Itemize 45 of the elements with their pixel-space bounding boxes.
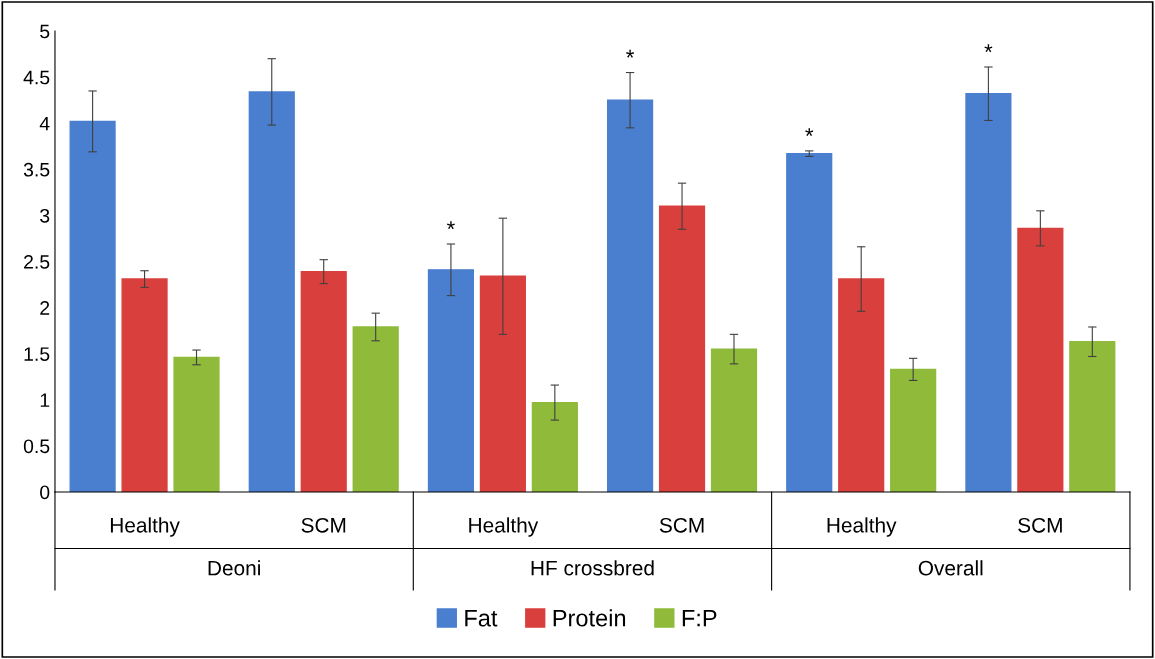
bar	[786, 152, 833, 493]
bar	[658, 205, 706, 493]
y-tick-label: 3.5	[23, 162, 50, 177]
x-tick-label: SCM	[659, 517, 704, 533]
bar	[352, 326, 399, 493]
bar	[1017, 227, 1064, 493]
bar	[173, 356, 220, 493]
bar	[838, 278, 885, 493]
x-tick-label: SCM	[1018, 517, 1062, 533]
data-label: *	[626, 49, 635, 58]
y-tick-label: 0	[40, 485, 50, 500]
bar	[606, 99, 654, 493]
legend-label: Protein	[553, 609, 626, 627]
y-tick-label: 1	[40, 393, 50, 407]
y-tick-label: 1.5	[24, 347, 50, 361]
x-tick-label: Healthy	[110, 517, 180, 537]
y-tick-label: 2	[40, 301, 50, 315]
text: Overall	[918, 560, 983, 576]
text: HF crossbred	[531, 560, 654, 576]
bar	[710, 348, 758, 493]
bar	[69, 120, 116, 493]
y-tick-label: 4	[39, 116, 50, 131]
y-tick-label: 3	[40, 208, 50, 223]
bar	[479, 275, 526, 493]
legend-label: Fat	[465, 610, 498, 627]
bar	[300, 270, 347, 493]
y-tick-label: 4.5	[23, 70, 50, 85]
y-tick-label: 2.5	[24, 254, 50, 269]
bar	[531, 401, 578, 493]
legend-label: F:P	[682, 610, 717, 627]
bar	[1069, 341, 1116, 493]
bar	[121, 278, 168, 493]
bar	[890, 368, 937, 493]
y-tick-label: 5	[40, 24, 50, 39]
x-tick-label: Healthy	[469, 517, 539, 537]
x-tick-label: SCM	[301, 517, 346, 533]
x-tick-label: Healthy	[827, 517, 897, 537]
bar	[248, 91, 295, 493]
data-label: *	[805, 128, 814, 137]
y-tick-label: 0.5	[23, 439, 50, 454]
bar	[965, 93, 1012, 493]
data-label: *	[984, 44, 993, 53]
data-label: *	[446, 221, 455, 230]
text: Deoni	[208, 560, 260, 576]
bar	[427, 269, 475, 493]
